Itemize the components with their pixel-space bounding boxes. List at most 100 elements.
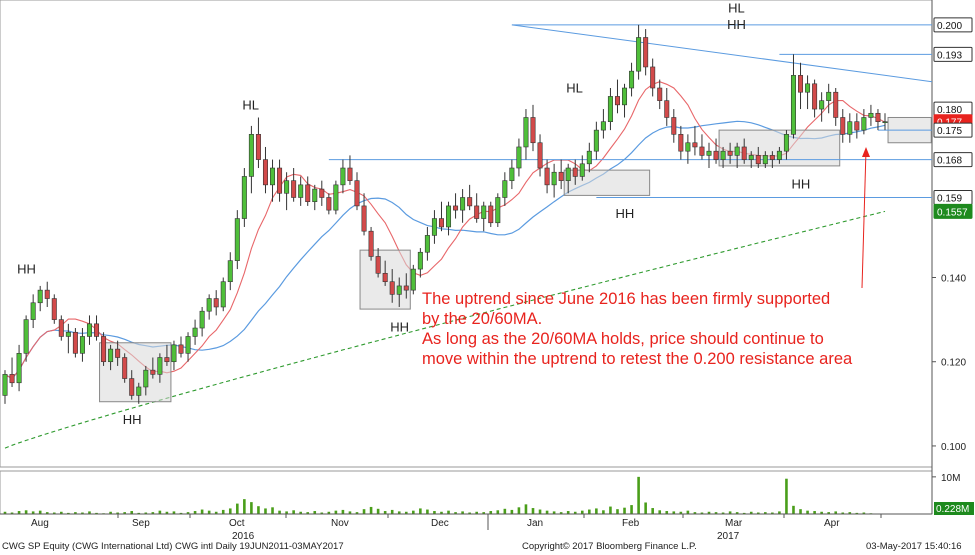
volume-bar	[778, 511, 781, 514]
candle-body	[65, 331, 71, 337]
candle-body	[262, 159, 268, 186]
volume-bar	[362, 509, 366, 514]
candle-body	[798, 75, 804, 93]
volume-bar	[397, 511, 401, 514]
candle-body	[417, 251, 423, 270]
volume-bar	[559, 512, 563, 514]
candle-body	[509, 167, 515, 181]
volume-bar	[503, 508, 507, 514]
volume-bar	[172, 511, 176, 514]
candle-body	[762, 155, 768, 165]
candle-body	[826, 91, 832, 101]
volume-bar	[531, 508, 535, 514]
candle-body	[410, 268, 416, 291]
candle-body	[614, 96, 620, 106]
candle-body	[579, 163, 585, 177]
volume-bar	[214, 511, 218, 514]
volume-bar	[313, 511, 317, 514]
candle-body	[706, 150, 712, 156]
volume-bar	[693, 512, 697, 514]
volume-bar	[799, 509, 802, 514]
candle-body	[692, 142, 698, 148]
candle-body	[220, 281, 226, 308]
volume-bar	[820, 511, 823, 514]
candle-body	[467, 197, 473, 207]
candle-body	[713, 150, 719, 160]
candle-body	[72, 331, 78, 354]
volume-bar	[404, 511, 408, 514]
volume-bar	[440, 511, 443, 514]
candle-body	[199, 310, 205, 329]
downtrend-line	[511, 24, 933, 83]
volume-bar	[609, 506, 612, 514]
candle-body	[192, 327, 198, 337]
volume-bar	[841, 512, 845, 514]
candle-body	[565, 167, 571, 181]
candle-body	[143, 369, 149, 388]
candle-body	[206, 298, 212, 312]
volume-bar	[742, 512, 746, 514]
volume-bar	[186, 512, 190, 514]
volume-bar	[24, 510, 28, 514]
volume-bar	[517, 507, 521, 514]
candle-body	[558, 171, 564, 181]
volume-bar	[792, 505, 795, 514]
volume-bar	[116, 512, 119, 514]
volume-bar	[630, 505, 633, 514]
candle-body	[44, 289, 50, 299]
candle-body	[847, 121, 853, 135]
volume-bar	[552, 511, 556, 514]
candle-body	[734, 146, 740, 156]
volume-bar	[299, 511, 302, 514]
volume-bar	[707, 511, 711, 514]
price-level-tag	[933, 122, 973, 138]
price-level-label: 0.175	[937, 126, 962, 137]
volume-bar	[165, 511, 169, 514]
candle-body	[854, 121, 860, 131]
candle-body	[227, 260, 233, 283]
volume-bar	[764, 512, 767, 514]
volume-bar	[756, 512, 760, 514]
footer-security-info: CWG SP Equity (CWG International Ltd) CW…	[2, 541, 344, 552]
pivot-label: HH	[17, 262, 36, 277]
volume-bar	[454, 512, 457, 514]
volume-bar	[482, 512, 486, 514]
pivot-label: HL	[242, 97, 259, 112]
volume-bar	[862, 512, 866, 514]
volume-bar	[123, 512, 126, 514]
candle-body	[495, 197, 501, 224]
volume-bar	[721, 512, 725, 514]
volume-bar	[644, 502, 647, 514]
month-label: Nov	[331, 518, 349, 529]
volume-bar	[3, 511, 7, 514]
candle-body	[326, 197, 332, 211]
candle-body	[586, 150, 592, 165]
candle-body	[347, 167, 353, 181]
volume-bar	[728, 511, 732, 514]
candle-body	[382, 272, 388, 283]
price-tick-label: 0.140	[941, 274, 966, 285]
candle-body	[537, 142, 543, 169]
candle-body	[23, 319, 29, 354]
volume-bar	[257, 506, 260, 514]
candle-body	[37, 289, 43, 304]
volume-bar	[88, 511, 91, 514]
candle-body	[502, 180, 508, 198]
volume-bar	[735, 512, 739, 514]
candle-body	[94, 323, 100, 337]
volume-bar	[179, 512, 183, 514]
volume-bar	[348, 511, 352, 514]
candle-body	[86, 323, 92, 337]
candle-body	[277, 167, 283, 194]
consolidation-box	[563, 169, 651, 196]
candle-body	[685, 142, 691, 152]
volume-bar	[461, 511, 464, 514]
candle-body	[58, 319, 64, 337]
candle-body	[720, 150, 726, 160]
candle-body	[396, 285, 402, 295]
volume-bar	[81, 512, 84, 514]
volume-bar	[651, 508, 654, 514]
candle-body	[241, 176, 247, 219]
candle-body	[368, 230, 374, 257]
candle-body	[833, 91, 839, 118]
